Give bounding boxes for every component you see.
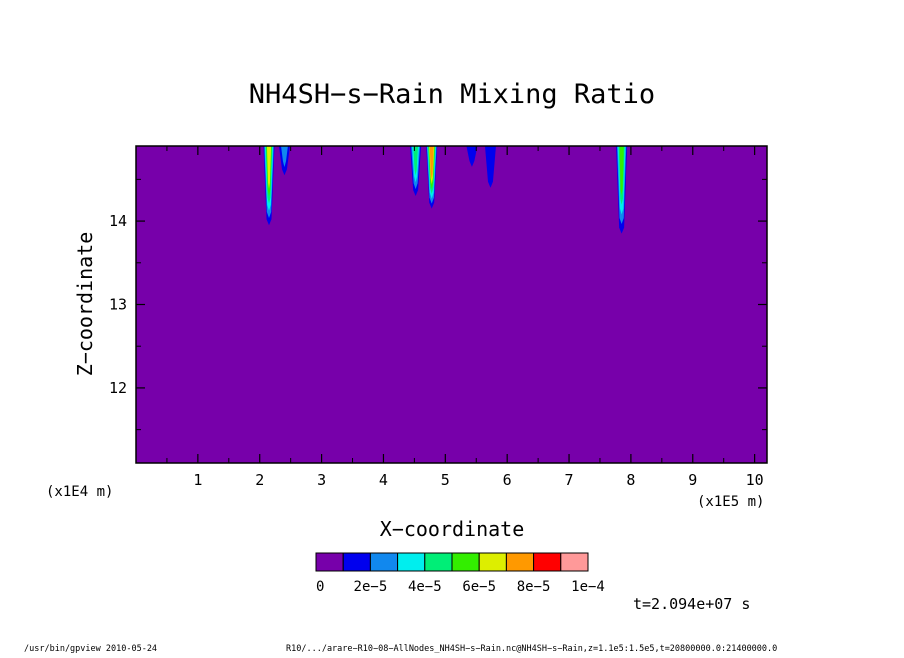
contour-level bbox=[484, 146, 496, 188]
colorbar-label: 0 bbox=[316, 579, 324, 595]
contour-plume bbox=[426, 146, 438, 209]
colorbar-swatch bbox=[369, 552, 399, 572]
colorbar-swatch bbox=[505, 552, 535, 572]
x-unit-left: (x1E4 m) bbox=[46, 484, 113, 500]
contour-plume bbox=[278, 146, 290, 176]
colorbar-swatch bbox=[342, 552, 371, 572]
x-axis-label: X−coordinate bbox=[380, 517, 525, 541]
contour-level bbox=[466, 146, 478, 167]
contour-plume bbox=[616, 146, 628, 234]
contour-level bbox=[619, 146, 624, 196]
x-tick-label: 7 bbox=[565, 471, 574, 489]
colorbar-label: 8e−5 bbox=[517, 579, 551, 595]
contour-level bbox=[281, 146, 288, 168]
footer-left: /usr/bin/gpview 2010-05-24 bbox=[24, 644, 157, 654]
contour-plume bbox=[484, 146, 496, 188]
x-unit-right: (x1E5 m) bbox=[697, 494, 764, 510]
x-tick-label: 8 bbox=[626, 471, 635, 489]
colorbar-label: 6e−5 bbox=[462, 579, 496, 595]
y-axis-label: Z−coordinate bbox=[73, 232, 97, 377]
x-tick-label: 9 bbox=[688, 471, 697, 489]
y-tick-label: 13 bbox=[109, 296, 127, 314]
contour-plume bbox=[263, 146, 275, 226]
footer-right: R10/.../arare−R10−08−AllNodes_NH4SH−s−Ra… bbox=[286, 644, 777, 654]
colorbar-swatch bbox=[315, 552, 344, 572]
contour-level bbox=[413, 146, 419, 176]
time-label: t=2.094e+07 s bbox=[633, 595, 750, 613]
colorbar-label: 1e−4 bbox=[571, 579, 605, 595]
x-tick-label: 1 bbox=[193, 471, 202, 489]
field-background bbox=[136, 146, 767, 463]
colorbar: 0 2e−5 4e−5 6e−5 8e−5 1e−4 bbox=[315, 552, 605, 595]
colorbar-swatch bbox=[451, 552, 480, 572]
colorbar-swatch bbox=[478, 552, 507, 572]
x-tick-label: 2 bbox=[255, 471, 264, 489]
x-tick-label: 6 bbox=[503, 471, 512, 489]
contour-plume bbox=[466, 146, 478, 167]
contour-plume bbox=[410, 146, 422, 197]
colorbar-label: 4e−5 bbox=[408, 579, 442, 595]
colorbar-label: 2e−5 bbox=[354, 579, 388, 595]
contour-level bbox=[429, 146, 434, 180]
contour-level bbox=[266, 146, 272, 189]
y-tick-label: 14 bbox=[109, 212, 127, 230]
x-tick-label: 4 bbox=[379, 471, 388, 489]
colorbar-swatch bbox=[533, 552, 562, 572]
x-tick-label: 3 bbox=[317, 471, 326, 489]
x-tick-label: 10 bbox=[746, 471, 764, 489]
x-tick-label: 5 bbox=[441, 471, 450, 489]
colorbar-swatch bbox=[397, 552, 426, 572]
chart-title: NH4SH−s−Rain Mixing Ratio bbox=[249, 79, 655, 110]
colorbar-swatch bbox=[560, 552, 589, 572]
y-tick-label: 12 bbox=[109, 379, 127, 397]
colorbar-swatch bbox=[424, 552, 453, 572]
